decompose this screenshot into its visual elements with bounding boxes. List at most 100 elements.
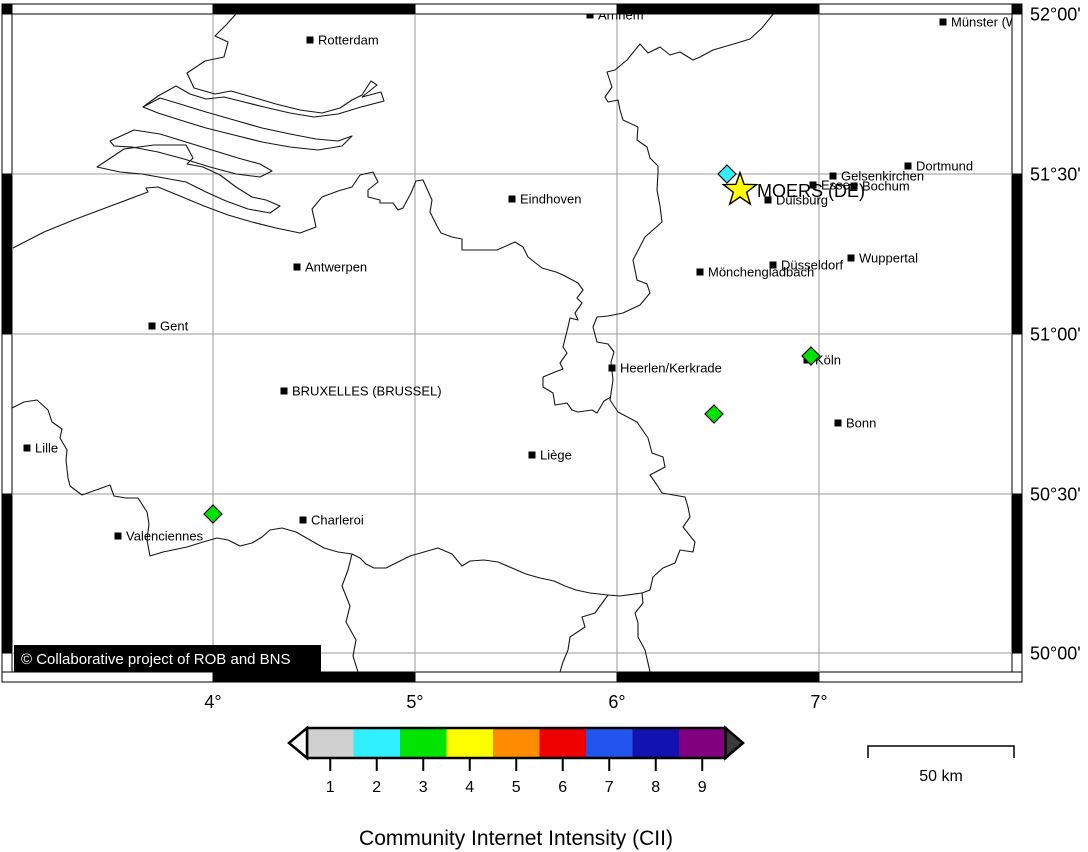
- cii-scale-value: 9: [698, 779, 707, 796]
- city-square-icon: [280, 387, 288, 395]
- city-label: Bonn: [846, 416, 876, 431]
- city-marker: Essen: [809, 178, 857, 193]
- longitude-label: 6°: [608, 692, 625, 712]
- cii-scale-segment: [632, 728, 679, 758]
- city-label: Valenciennes: [126, 529, 204, 544]
- city-label: Arnhem: [598, 8, 644, 23]
- city-square-icon: [939, 18, 947, 26]
- city-label: Rotterdam: [318, 33, 379, 48]
- frame-corner: [1, 3, 13, 15]
- distance-scale-label: 50 km: [919, 768, 963, 785]
- map-frame: [1, 3, 1023, 683]
- epicenter-star-icon: [721, 170, 759, 206]
- cii-scale-value: 2: [372, 779, 381, 796]
- border-fr-south-spur: [341, 553, 359, 672]
- cii-observation-diamond: [203, 504, 223, 524]
- city-marker: BRUXELLES (BRUSSEL): [280, 384, 442, 399]
- border-nl-de: [592, 14, 774, 381]
- city-square-icon: [508, 195, 516, 203]
- legend-colorbar: 1 2 3 4 5 6 7 8 9: [287, 725, 745, 796]
- cii-scale-value: 3: [419, 779, 428, 796]
- cii-scale-segment: [353, 728, 400, 758]
- latitude-label: 51°30': [1030, 165, 1081, 185]
- grid-lines: [12, 14, 1012, 672]
- city-label: Heerlen/Kerkrade: [620, 361, 722, 376]
- city-label: BRUXELLES (BRUSSEL): [292, 384, 442, 399]
- cii-scale-value: 5: [512, 779, 521, 796]
- coastline-island-middle: [109, 129, 273, 178]
- frame-tick-segment: [212, 671, 416, 683]
- city-marker: Duisburg: [764, 193, 828, 208]
- longitude-label: 5°: [406, 692, 423, 712]
- city-square-icon: [850, 182, 858, 190]
- city-marker: Gelsenkirchen: [829, 169, 924, 184]
- city-label: Antwerpen: [305, 260, 367, 275]
- cii-scale-segment: [679, 728, 726, 758]
- epicenter-label: MOERS (DE): [757, 181, 865, 201]
- longitude-label: 4°: [204, 692, 221, 712]
- frame-tick-segment: [1011, 493, 1023, 654]
- city-marker: Lille: [23, 441, 58, 456]
- latitude-label: 50°00': [1030, 644, 1081, 664]
- city-marker: Wuppertal: [847, 251, 918, 266]
- longitude-label: 7°: [810, 692, 827, 712]
- latitude-label: 51°00': [1030, 325, 1081, 345]
- city-label: Bochum: [862, 179, 910, 194]
- frame-tick-segment: [1, 173, 13, 335]
- distance-scale-bracket: [867, 745, 1015, 758]
- copyright-background: [14, 645, 321, 672]
- border-be-de: [609, 379, 696, 672]
- cii-scale-value: 7: [605, 779, 614, 796]
- city-square-icon: [769, 261, 777, 269]
- cii-scale-value: 8: [651, 779, 660, 796]
- latitude-label: 50°30': [1030, 485, 1081, 505]
- border-be-lu: [559, 592, 643, 672]
- cii-observation-diamond: [704, 404, 724, 424]
- coastline-holland-waterway: [142, 14, 385, 118]
- cii-scale-segment: [586, 728, 633, 758]
- legend-title: Community Internet Intensity (CII): [359, 827, 673, 850]
- city-square-icon: [586, 14, 594, 19]
- city-square-icon: [293, 263, 301, 271]
- city-marker: Münster (W: [939, 15, 1019, 30]
- city-marker: Mönchengladbach: [696, 265, 814, 280]
- city-label: Wuppertal: [859, 251, 918, 266]
- city-label: Münster (W: [951, 15, 1019, 30]
- city-marker: Heerlen/Kerkrade: [608, 361, 722, 376]
- city-marker: Charleroi: [299, 513, 364, 528]
- city-square-icon: [847, 254, 855, 262]
- city-square-icon: [834, 419, 842, 427]
- coastline-belgium-scheldt: [12, 174, 361, 249]
- city-marker: Dortmund: [904, 159, 973, 174]
- frame-band-top: [1, 3, 1023, 15]
- distance-scale: 50 km: [867, 745, 1015, 785]
- city-label: Mönchengladbach: [708, 265, 814, 280]
- city-label: Dortmund: [916, 159, 973, 174]
- city-square-icon: [696, 268, 704, 276]
- cii-scale-segment: [307, 728, 354, 758]
- copyright-text: © Collaborative project of ROB and BNS: [21, 651, 291, 668]
- cii-observation-diamond: [717, 164, 737, 184]
- city-label: Lille: [35, 441, 58, 456]
- frame-corner: [1011, 3, 1023, 15]
- coastline-island-north: [142, 97, 353, 151]
- scale-arrow-right-icon: [724, 725, 745, 761]
- city-marker: Gent: [148, 319, 189, 334]
- city-marker: Eindhoven: [508, 192, 581, 207]
- city-square-icon: [904, 162, 912, 170]
- city-label: Gelsenkirchen: [841, 169, 924, 184]
- city-marker: Antwerpen: [293, 260, 367, 275]
- cii-scale-segment: [400, 728, 447, 758]
- frame-tick-segment: [1, 493, 13, 654]
- cii-scale-segment: [493, 728, 540, 758]
- city-square-icon: [608, 364, 616, 372]
- cii-scale-segment: [539, 728, 586, 758]
- city-marker: Bochum: [850, 179, 910, 194]
- city-square-icon: [528, 451, 536, 459]
- coordinate-labels: 52°00' 51°30' 51°00' 50°30' 50°00' 4° 5° 6° 7°: [204, 5, 1080, 713]
- border-nl-be: [359, 171, 612, 414]
- city-label: Charleroi: [311, 513, 364, 528]
- map-content: Rotterdam Arnhem Münster (W Eindhoven Gelsen…: [23, 8, 1019, 544]
- city-label: Duisburg: [776, 193, 828, 208]
